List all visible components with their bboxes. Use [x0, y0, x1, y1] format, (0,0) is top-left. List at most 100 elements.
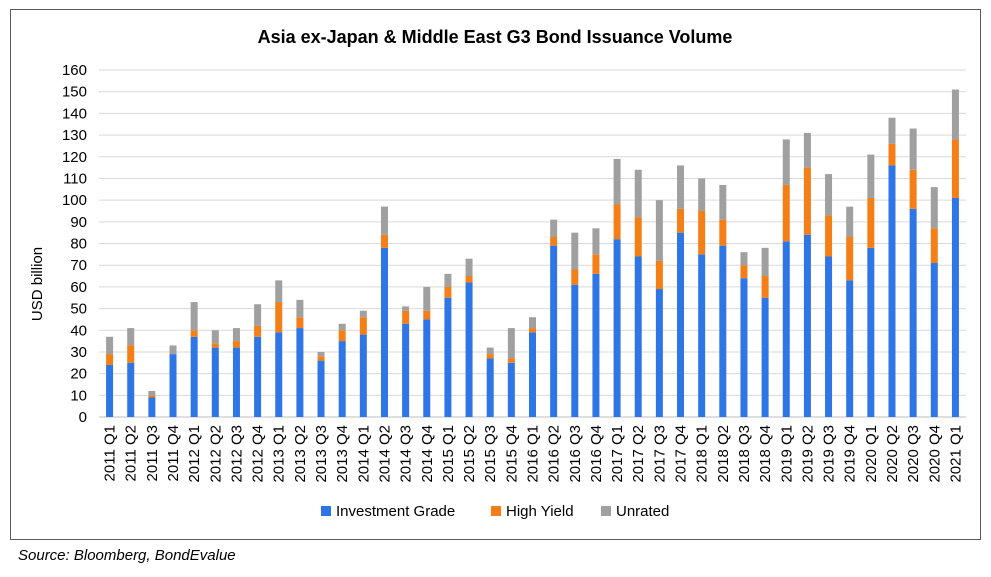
bar-investment-grade: [317, 360, 325, 417]
bar-investment-grade: [380, 247, 388, 417]
bar-unrated: [402, 306, 410, 311]
x-tick-label: 2014 Q3: [398, 425, 415, 483]
y-tick-label: 160: [62, 62, 87, 79]
bar-unrated: [698, 178, 706, 211]
bar-unrated: [106, 336, 114, 355]
bar-unrated: [782, 139, 790, 185]
bar-high-yield: [402, 310, 410, 324]
x-tick-label: 2015 Q1: [440, 425, 457, 483]
x-tick-label: 2012 Q3: [228, 425, 245, 483]
bar-high-yield: [211, 343, 219, 348]
x-tick-label: 2015 Q4: [503, 425, 520, 483]
bar-high-yield: [571, 269, 579, 285]
x-tick-label: 2014 Q1: [355, 425, 372, 483]
bar-high-yield: [486, 354, 494, 359]
gridlines: [99, 69, 966, 418]
bar-high-yield: [275, 302, 283, 333]
bar-investment-grade: [719, 245, 727, 417]
bar-unrated: [317, 351, 325, 357]
x-tick-label: 2014 Q4: [419, 425, 436, 483]
legend-label-high-yield: High Yield: [506, 503, 574, 520]
y-tick-label: 90: [70, 214, 87, 231]
x-tick-label: 2011 Q4: [165, 425, 182, 481]
bar-investment-grade: [761, 297, 769, 417]
bar-unrated: [423, 286, 431, 311]
x-tick-label: 2014 Q2: [376, 425, 393, 483]
x-tick-label: 2020 Q4: [926, 425, 943, 483]
bar-high-yield: [232, 341, 240, 348]
bar-unrated: [254, 304, 262, 326]
x-tick-label: 2018 Q2: [715, 425, 732, 483]
y-tick-label: 100: [62, 192, 87, 209]
x-tick-label: 2011 Q3: [144, 425, 161, 481]
bar-unrated: [761, 247, 769, 277]
x-tick-label: 2017 Q1: [609, 425, 626, 483]
bar-unrated: [486, 347, 494, 355]
x-tick-label: 2021 Q1: [947, 425, 964, 483]
chart-frame: Asia ex-Japan & Middle East G3 Bond Issu…: [10, 9, 981, 540]
bar-investment-grade: [444, 297, 452, 417]
source-note: Source: Bloomberg, BondEvalue: [18, 547, 236, 564]
bar-unrated: [444, 273, 452, 287]
bar-high-yield: [846, 236, 854, 281]
bar-unrated: [127, 328, 135, 346]
bar-investment-grade: [655, 289, 663, 417]
bar-investment-grade: [867, 247, 875, 417]
bar-unrated: [148, 390, 156, 396]
bar-unrated: [550, 219, 558, 237]
bar-investment-grade: [486, 358, 494, 417]
x-tick-label: 2017 Q4: [673, 425, 690, 483]
bar-investment-grade: [275, 332, 283, 417]
bar-high-yield: [803, 167, 811, 235]
bar-investment-grade: [232, 347, 240, 417]
x-tick-label: 2013 Q1: [271, 425, 288, 483]
bar-unrated: [740, 252, 748, 266]
legend-swatch-investment-grade: [321, 506, 331, 516]
chart-title: Asia ex-Japan & Middle East G3 Bond Issu…: [258, 27, 733, 47]
y-tick-label: 140: [62, 105, 87, 122]
x-tick-label: 2011 Q2: [123, 425, 140, 481]
x-tick-label: 2019 Q2: [799, 425, 816, 483]
bar-unrated: [867, 154, 875, 198]
bar-high-yield: [888, 143, 896, 166]
bar-unrated: [380, 206, 388, 235]
x-tick-label: 2012 Q2: [207, 425, 224, 483]
bar-high-yield: [930, 228, 938, 264]
bar-high-yield: [634, 217, 642, 257]
x-tick-label: 2019 Q4: [842, 425, 859, 483]
bar-high-yield: [592, 254, 600, 274]
bar-unrated: [592, 228, 600, 255]
bar-high-yield: [190, 330, 198, 337]
bar-investment-grade: [106, 364, 114, 417]
bar-investment-grade: [613, 239, 621, 417]
bar-high-yield: [719, 219, 727, 246]
bar-unrated: [232, 328, 240, 342]
bar-high-yield: [782, 184, 790, 242]
bar-high-yield: [740, 265, 748, 279]
bar-investment-grade: [740, 278, 748, 417]
bar-high-yield: [761, 276, 769, 298]
bar-unrated: [634, 169, 642, 218]
bar-high-yield: [106, 354, 114, 365]
bar-investment-grade: [888, 165, 896, 417]
bar-investment-grade: [254, 336, 262, 417]
x-axis-ticks: 2011 Q1 2011 Q2 2011 Q3 2011 Q4 2012 Q1 2012 …: [102, 425, 965, 483]
legend-swatch-unrated: [601, 506, 611, 516]
x-tick-label: 2019 Q1: [778, 425, 795, 483]
bar-unrated: [211, 330, 219, 344]
x-tick-label: 2020 Q1: [863, 425, 880, 483]
bar-high-yield: [254, 325, 262, 337]
bar-high-yield: [317, 356, 325, 361]
y-tick-label: 80: [70, 236, 87, 253]
bar-unrated: [190, 302, 198, 331]
bar-investment-grade: [402, 323, 410, 417]
y-tick-label: 130: [62, 127, 87, 144]
bar-unrated: [909, 128, 917, 170]
bar-high-yield: [529, 328, 536, 333]
bar-investment-grade: [338, 341, 346, 417]
stacked-bar-chart: Asia ex-Japan & Middle East G3 Bond Issu…: [29, 27, 966, 520]
x-tick-label: 2018 Q3: [736, 425, 753, 483]
bar-investment-grade: [825, 256, 833, 417]
bar-high-yield: [909, 169, 917, 209]
y-tick-label: 120: [62, 149, 87, 166]
